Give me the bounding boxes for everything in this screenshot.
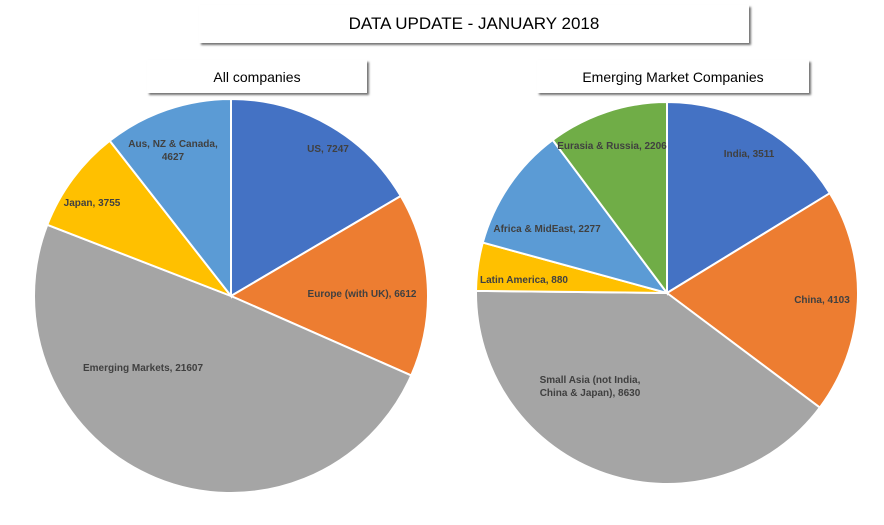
slice-label-europe-with-uk: Europe (with UK), 6612 <box>308 289 417 300</box>
slice-label-japan: Japan, 3755 <box>64 198 121 209</box>
slice-label-latin-america: Latin America, 880 <box>480 275 568 286</box>
pie-slice-small-asia-not-india-china-japan <box>475 289 822 485</box>
right-chart-title: Emerging Market Companies <box>537 60 809 93</box>
main-title-text: DATA UPDATE - JANUARY 2018 <box>348 14 600 33</box>
pie-slice-china <box>665 191 859 409</box>
pie-slice-india <box>666 100 832 295</box>
pie-slice-us <box>230 97 403 298</box>
slice-label-aus-nz-canada: Aus, NZ & Canada, 4627 <box>128 139 218 163</box>
pie-slice-eurasia-russia <box>551 100 668 297</box>
slice-label-small-asia-not-india-china-japan: Small Asia (not India, China & Japan), 86… <box>540 375 641 399</box>
pie-slice-emerging-markets <box>33 223 413 494</box>
all-companies-pie: US, 7247 Europe (with UK), 6612 Emerging M… <box>33 97 429 494</box>
main-title: DATA UPDATE - JANUARY 2018 <box>199 5 749 43</box>
pie-slice-aus-nz-canada <box>108 97 232 299</box>
slice-label-china: China, 4103 <box>794 295 850 306</box>
emerging-market-pie: India, 3511 China, 4103 Small Asia (not In… <box>475 100 859 485</box>
slice-label-emerging-markets: Emerging Markets, 21607 <box>83 363 203 374</box>
pie-slice-africa-mideast <box>481 138 670 295</box>
pie-slice-japan <box>46 139 235 299</box>
slice-label-africa-mideast: Africa & MidEast, 2277 <box>493 224 601 235</box>
slice-label-india: India, 3511 <box>724 149 775 160</box>
left-chart-title: All companies <box>147 60 367 93</box>
slice-label-eurasia-russia: Eurasia & Russia, 2206 <box>557 141 667 152</box>
slice-label-us: US, 7247 <box>307 144 349 155</box>
pie-slice-europe-with-uk <box>228 194 429 377</box>
right-chart-title-text: Emerging Market Companies <box>582 68 764 85</box>
left-chart-title-text: All companies <box>213 68 301 85</box>
